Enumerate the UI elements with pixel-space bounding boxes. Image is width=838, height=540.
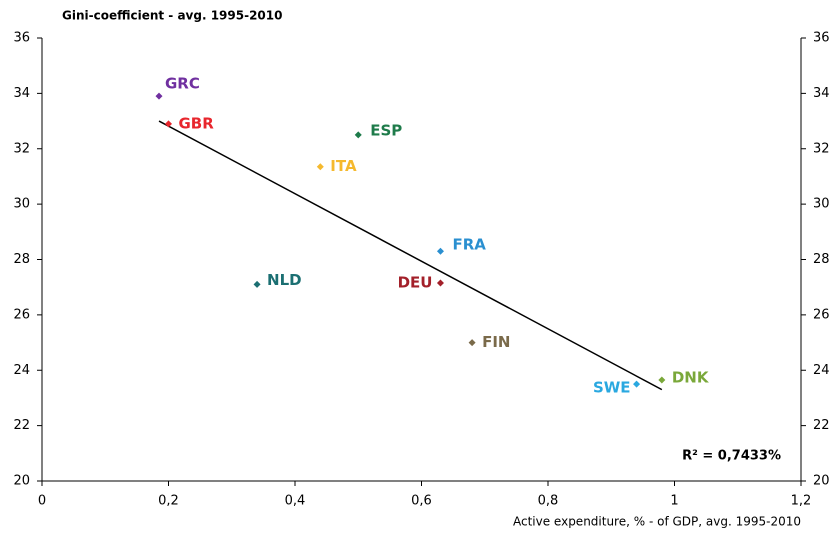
point <box>468 339 476 347</box>
point <box>633 380 641 388</box>
point <box>316 163 324 171</box>
x-axis-label: Active expenditure, % - of GDP, avg. 199… <box>513 515 801 529</box>
x-tick-label: 1 <box>670 494 678 509</box>
y-tick-label: 32 <box>13 141 30 156</box>
y-tick-label: 22 <box>13 418 30 433</box>
x-tick-label: 0,4 <box>285 494 306 509</box>
x-tick-label: 0,2 <box>158 494 179 509</box>
y2-tick-label: 32 <box>813 141 830 156</box>
point <box>165 120 172 128</box>
r-squared: R² = 0,7433% <box>682 449 781 464</box>
y2-tick-label: 26 <box>813 307 830 322</box>
y2-tick-label: 36 <box>813 31 830 46</box>
y2-tick-label: 22 <box>813 418 830 433</box>
point-label: FRA <box>452 236 486 254</box>
y-tick-label: 30 <box>13 197 30 212</box>
point-label: FIN <box>482 333 510 351</box>
y2-tick-label: 28 <box>813 252 830 267</box>
point-label: SWE <box>593 379 631 397</box>
point <box>253 280 261 288</box>
y2-tick-label: 20 <box>813 474 830 489</box>
point <box>436 247 444 255</box>
point-label: DNK <box>672 368 710 386</box>
y2-tick-label: 34 <box>813 86 830 101</box>
y2-tick-label: 24 <box>813 363 830 378</box>
chart-title: Gini-coefficient - avg. 1995-2010 <box>62 9 282 23</box>
y-tick-label: 34 <box>13 86 30 101</box>
trendline <box>158 120 663 391</box>
y-tick-label: 28 <box>13 252 30 267</box>
point-label: GRC <box>165 75 200 93</box>
point-label: ESP <box>370 121 402 139</box>
point <box>658 376 666 384</box>
x-tick-label: 1,2 <box>791 494 812 509</box>
x-tick-label: 0,8 <box>538 494 559 509</box>
point <box>354 131 362 139</box>
point-label: NLD <box>267 271 302 289</box>
point-label: ITA <box>330 157 357 175</box>
y-tick-label: 36 <box>13 31 30 46</box>
y2-tick-label: 30 <box>813 197 830 212</box>
y-tick-label: 26 <box>13 307 30 322</box>
x-tick-label: 0 <box>38 494 46 509</box>
point <box>436 279 444 287</box>
y-tick-label: 24 <box>13 363 30 378</box>
point-label: GBR <box>179 114 215 132</box>
x-tick-label: 0,6 <box>411 494 432 509</box>
point-label: DEU <box>398 274 433 292</box>
point <box>155 92 163 100</box>
y-tick-label: 20 <box>13 474 30 489</box>
